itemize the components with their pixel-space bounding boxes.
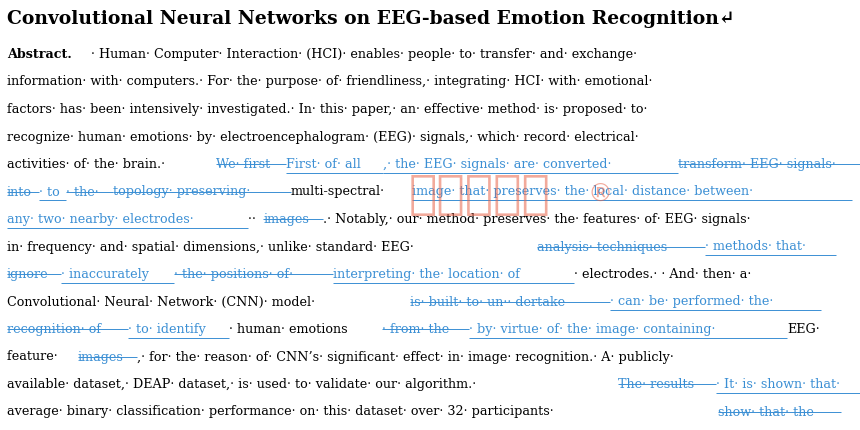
- Text: any· two· nearby· electrodes·: any· two· nearby· electrodes·: [7, 213, 194, 226]
- Text: analysis· techniques: analysis· techniques: [538, 240, 667, 254]
- Text: ®: ®: [587, 183, 612, 207]
- Text: · It· is· shown· that·: · It· is· shown· that·: [716, 378, 840, 391]
- Text: interpreting· the· location· of: interpreting· the· location· of: [333, 268, 520, 281]
- Text: images: images: [77, 350, 124, 363]
- Text: First· of· all: First· of· all: [286, 158, 361, 171]
- Text: factors· has· been· intensively· investigated.· In· this· paper,· an· effective·: factors· has· been· intensively· investi…: [7, 103, 648, 116]
- Text: · electrodes.· · And· then· a·: · electrodes.· · And· then· a·: [574, 268, 752, 281]
- Text: Abstract.: Abstract.: [7, 48, 71, 61]
- Text: · by· virtue· of· the· image· containing·: · by· virtue· of· the· image· containing…: [469, 323, 716, 336]
- Text: .· Notably,· our· method· preserves· the· features· of· EEG· signals·: .· Notably,· our· method· preserves· the…: [322, 213, 750, 226]
- Text: feature·: feature·: [7, 350, 62, 363]
- Text: transform· EEG· signals·: transform· EEG· signals·: [678, 158, 836, 171]
- Text: available· dataset,· DEAP· dataset,· is· used· to· validate· our· algorithm.·: available· dataset,· DEAP· dataset,· is·…: [7, 378, 480, 391]
- Text: ,· for· the· reason· of· CNN’s· significant· effect· in· image· recognition.· A·: ,· for· the· reason· of· CNN’s· signific…: [137, 350, 673, 363]
- Text: ,· the· EEG· signals· are· converted·: ,· the· EEG· signals· are· converted·: [383, 158, 611, 171]
- Text: · methods· that·: · methods· that·: [705, 240, 806, 254]
- Text: · the·: · the·: [66, 185, 103, 199]
- Text: image· that· preserves· the· local· distance· between·: image· that· preserves· the· local· dist…: [412, 185, 753, 199]
- Text: into: into: [7, 185, 32, 199]
- Text: ignore: ignore: [7, 268, 49, 281]
- Text: topology· preserving·: topology· preserving·: [114, 185, 251, 199]
- Text: · to· identify: · to· identify: [128, 323, 206, 336]
- Text: · human· emotions: · human· emotions: [229, 323, 347, 336]
- Text: activities· of· the· brain.·: activities· of· the· brain.·: [7, 158, 169, 171]
- Text: show· that· the: show· that· the: [717, 405, 814, 418]
- Text: We· first: We· first: [216, 158, 270, 171]
- Text: ··: ··: [248, 213, 260, 226]
- Text: is· built· to· un·· dertake: is· built· to· un·· dertake: [409, 295, 565, 308]
- Text: · the· positions· of·: · the· positions· of·: [175, 268, 298, 281]
- Text: images: images: [263, 213, 310, 226]
- Text: average· binary· classification· performance· on· this· dataset· over· 32· parti: average· binary· classification· perform…: [7, 405, 558, 418]
- Text: 筑塔人润色: 筑塔人润色: [409, 172, 551, 218]
- Text: information· with· computers.· For· the· purpose· of· friendliness,· integrating: information· with· computers.· For· the·…: [7, 76, 653, 89]
- Text: recognize· human· emotions· by· electroencephalogram· (EEG)· signals,· which· re: recognize· human· emotions· by· electroe…: [7, 130, 639, 144]
- Text: recognition· of: recognition· of: [7, 323, 101, 336]
- Text: · inaccurately: · inaccurately: [61, 268, 149, 281]
- Text: Convolutional Neural Networks on EEG-based Emotion Recognition↵: Convolutional Neural Networks on EEG-bas…: [7, 10, 734, 28]
- Text: · to: · to: [40, 185, 60, 199]
- Text: multi-spectral·: multi-spectral·: [291, 185, 384, 199]
- Text: Convolutional· Neural· Network· (CNN)· model·: Convolutional· Neural· Network· (CNN)· m…: [7, 295, 319, 308]
- Text: · Human· Computer· Interaction· (HCI)· enables· people· to· transfer· and· excha: · Human· Computer· Interaction· (HCI)· e…: [90, 48, 636, 61]
- Text: The· results: The· results: [617, 378, 694, 391]
- Text: EEG·: EEG·: [787, 323, 820, 336]
- Text: · from· the: · from· the: [382, 323, 449, 336]
- Text: · can· be· performed· the·: · can· be· performed· the·: [610, 295, 773, 308]
- Text: in· frequency· and· spatial· dimensions,· unlike· standard· EEG·: in· frequency· and· spatial· dimensions,…: [7, 240, 418, 254]
